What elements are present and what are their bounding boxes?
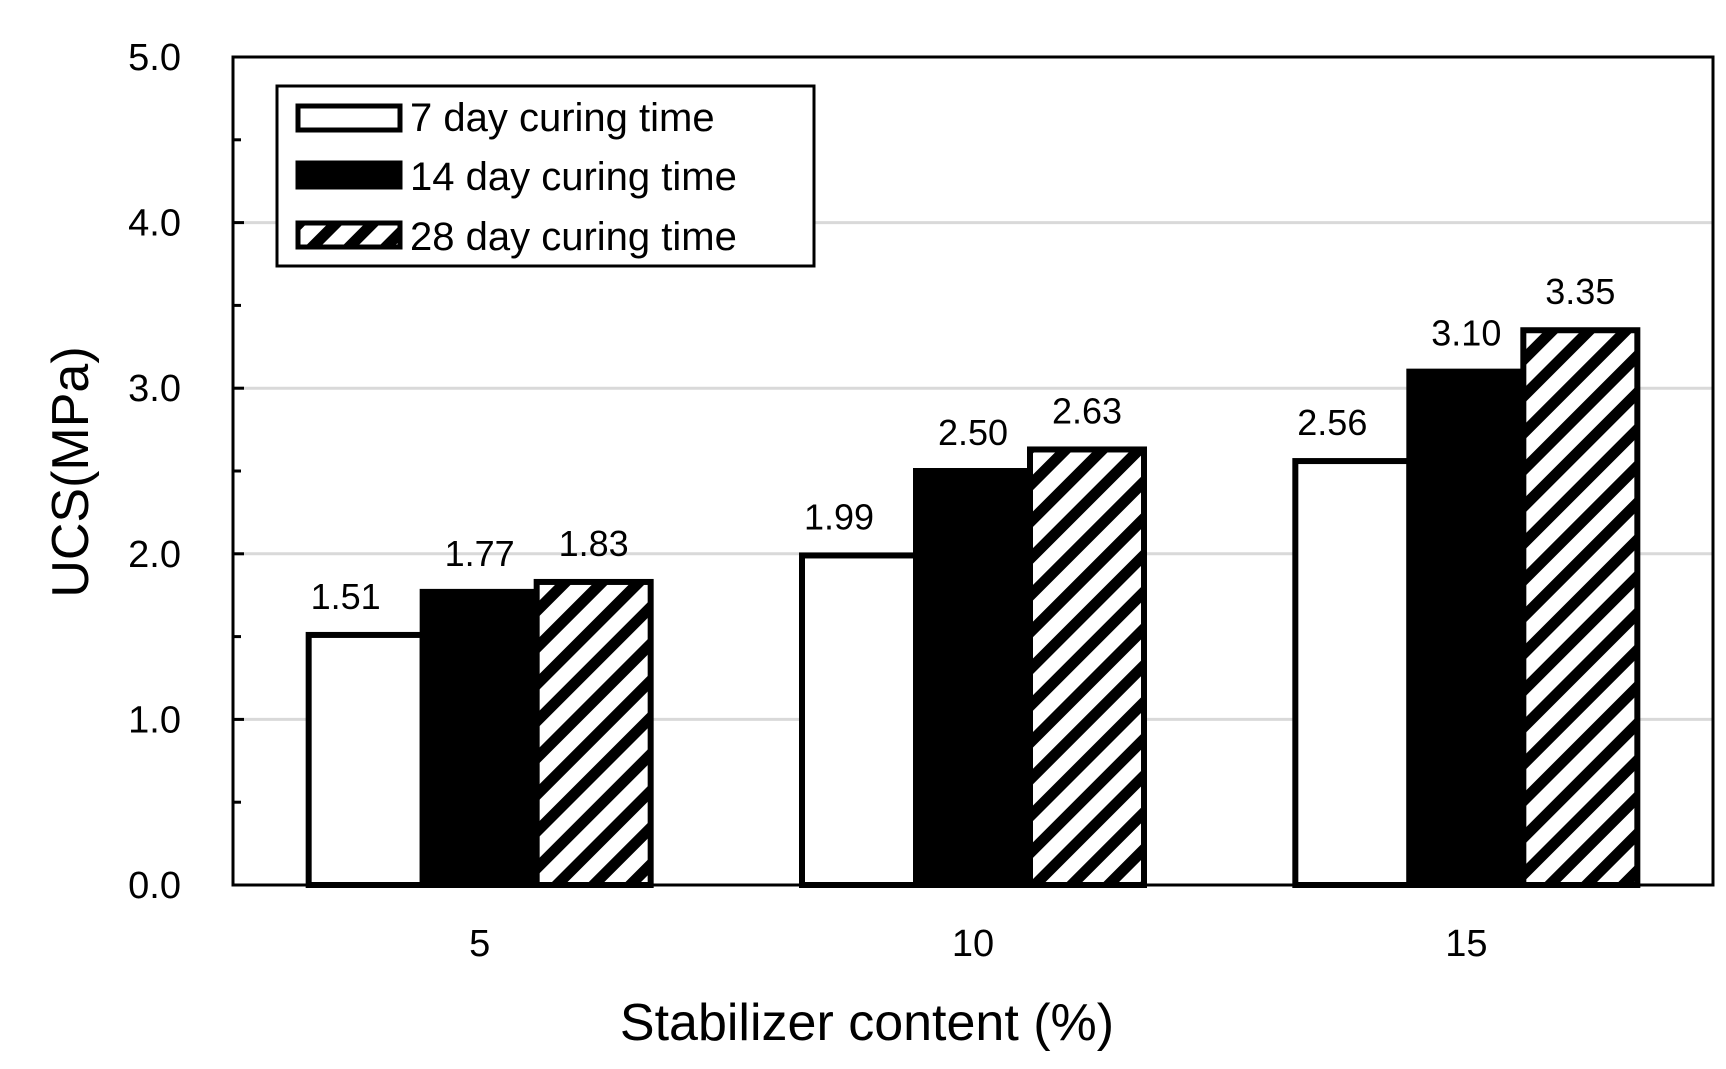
bar-white-10: [799, 552, 919, 888]
legend-label-7-day: 7 day curing time: [410, 96, 715, 140]
data-label: 1.77: [445, 533, 515, 574]
x-tick-label: 10: [952, 923, 994, 965]
bar-black-10: [913, 468, 1033, 888]
data-labels: 0.0 1.0 2.0 3.0 4.0 5.0 5 1.51 1.77 1.83 10 1.99 2.5…: [128, 37, 1615, 965]
legend-swatch-14-day: [295, 160, 403, 190]
legend: 7 day curing time 14 day curing time 28 …: [275, 84, 816, 268]
legend-swatch-28-day: [295, 220, 403, 250]
bar-hatched-15: [1520, 327, 1641, 888]
bar-hatched-5: [533, 578, 654, 889]
data-label: 2.63: [1052, 390, 1122, 431]
legend-swatch-7-day: [295, 103, 403, 133]
bar-white-5: [305, 631, 426, 888]
axis-ticks: [233, 55, 244, 887]
y-axis-title: UCS(MPa): [42, 346, 100, 597]
bar-white-15: [1292, 458, 1413, 888]
bar-hatched-10: [1027, 446, 1147, 888]
y-tick-label: 1.0: [128, 699, 181, 741]
data-label: 2.50: [938, 412, 1008, 453]
data-label: 2.56: [1297, 402, 1367, 443]
y-tick-label: 3.0: [128, 368, 181, 410]
data-label: 1.99: [804, 496, 874, 537]
y-tick-label: 2.0: [128, 534, 181, 576]
legend-label-28-day: 28 day curing time: [410, 215, 737, 259]
data-label: 3.35: [1545, 271, 1615, 312]
y-tick-label: 0.0: [128, 865, 181, 907]
legend-label-14-day: 14 day curing time: [410, 155, 737, 199]
bar-black-15: [1406, 368, 1527, 888]
data-label: 1.51: [311, 576, 381, 617]
x-axis-title: Stabilizer content (%): [620, 994, 1114, 1052]
x-tick-label: 5: [469, 923, 490, 965]
data-label: 1.83: [559, 523, 629, 564]
y-tick-label: 5.0: [128, 37, 181, 79]
bar-black-5: [419, 588, 540, 888]
y-tick-label: 4.0: [128, 203, 181, 245]
x-tick-label: 15: [1445, 923, 1487, 965]
data-label: 3.10: [1431, 313, 1501, 354]
